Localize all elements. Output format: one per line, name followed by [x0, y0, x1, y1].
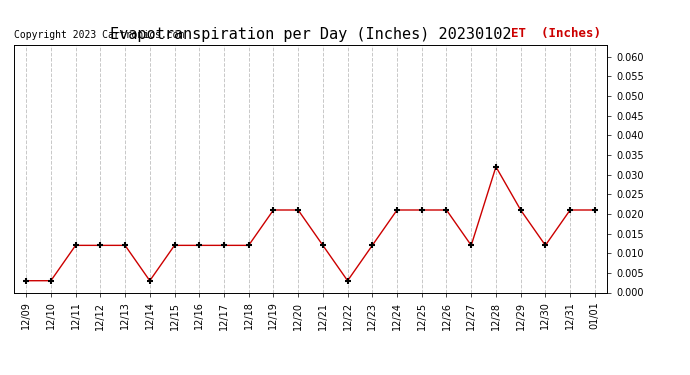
- Text: Copyright 2023 Cartronics.com: Copyright 2023 Cartronics.com: [14, 30, 184, 40]
- Text: ET  (Inches): ET (Inches): [511, 27, 601, 40]
- Title: Evapotranspiration per Day (Inches) 20230102: Evapotranspiration per Day (Inches) 2023…: [110, 27, 511, 42]
